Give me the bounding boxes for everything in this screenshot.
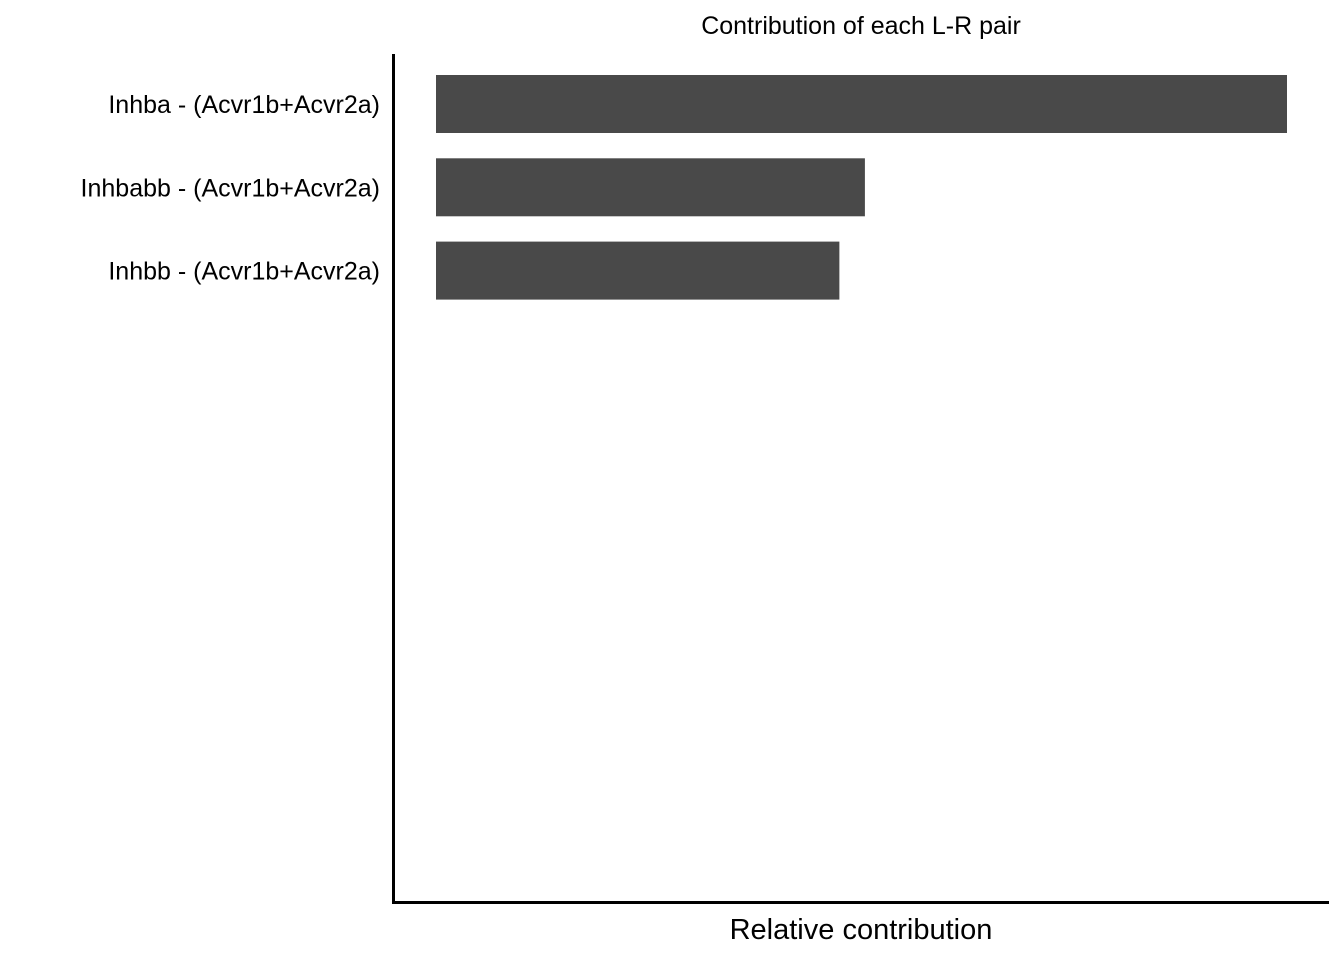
bars-group	[436, 75, 1287, 300]
bar	[436, 75, 1287, 133]
bar	[436, 158, 865, 217]
y-tick-label: Inhbb - (Acvr1b+Acvr2a)	[108, 258, 380, 286]
y-tick-labels: Inhba - (Acvr1b+Acvr2a) Inhbabb - (Acvr1b…	[81, 91, 380, 286]
bar	[436, 241, 840, 300]
y-tick-label: Inhbabb - (Acvr1b+Acvr2a)	[81, 174, 380, 202]
chart-title: Contribution of each L-R pair	[701, 12, 1021, 40]
x-axis-title: Relative contribution	[730, 914, 993, 946]
y-tick-label: Inhba - (Acvr1b+Acvr2a)	[108, 91, 380, 119]
